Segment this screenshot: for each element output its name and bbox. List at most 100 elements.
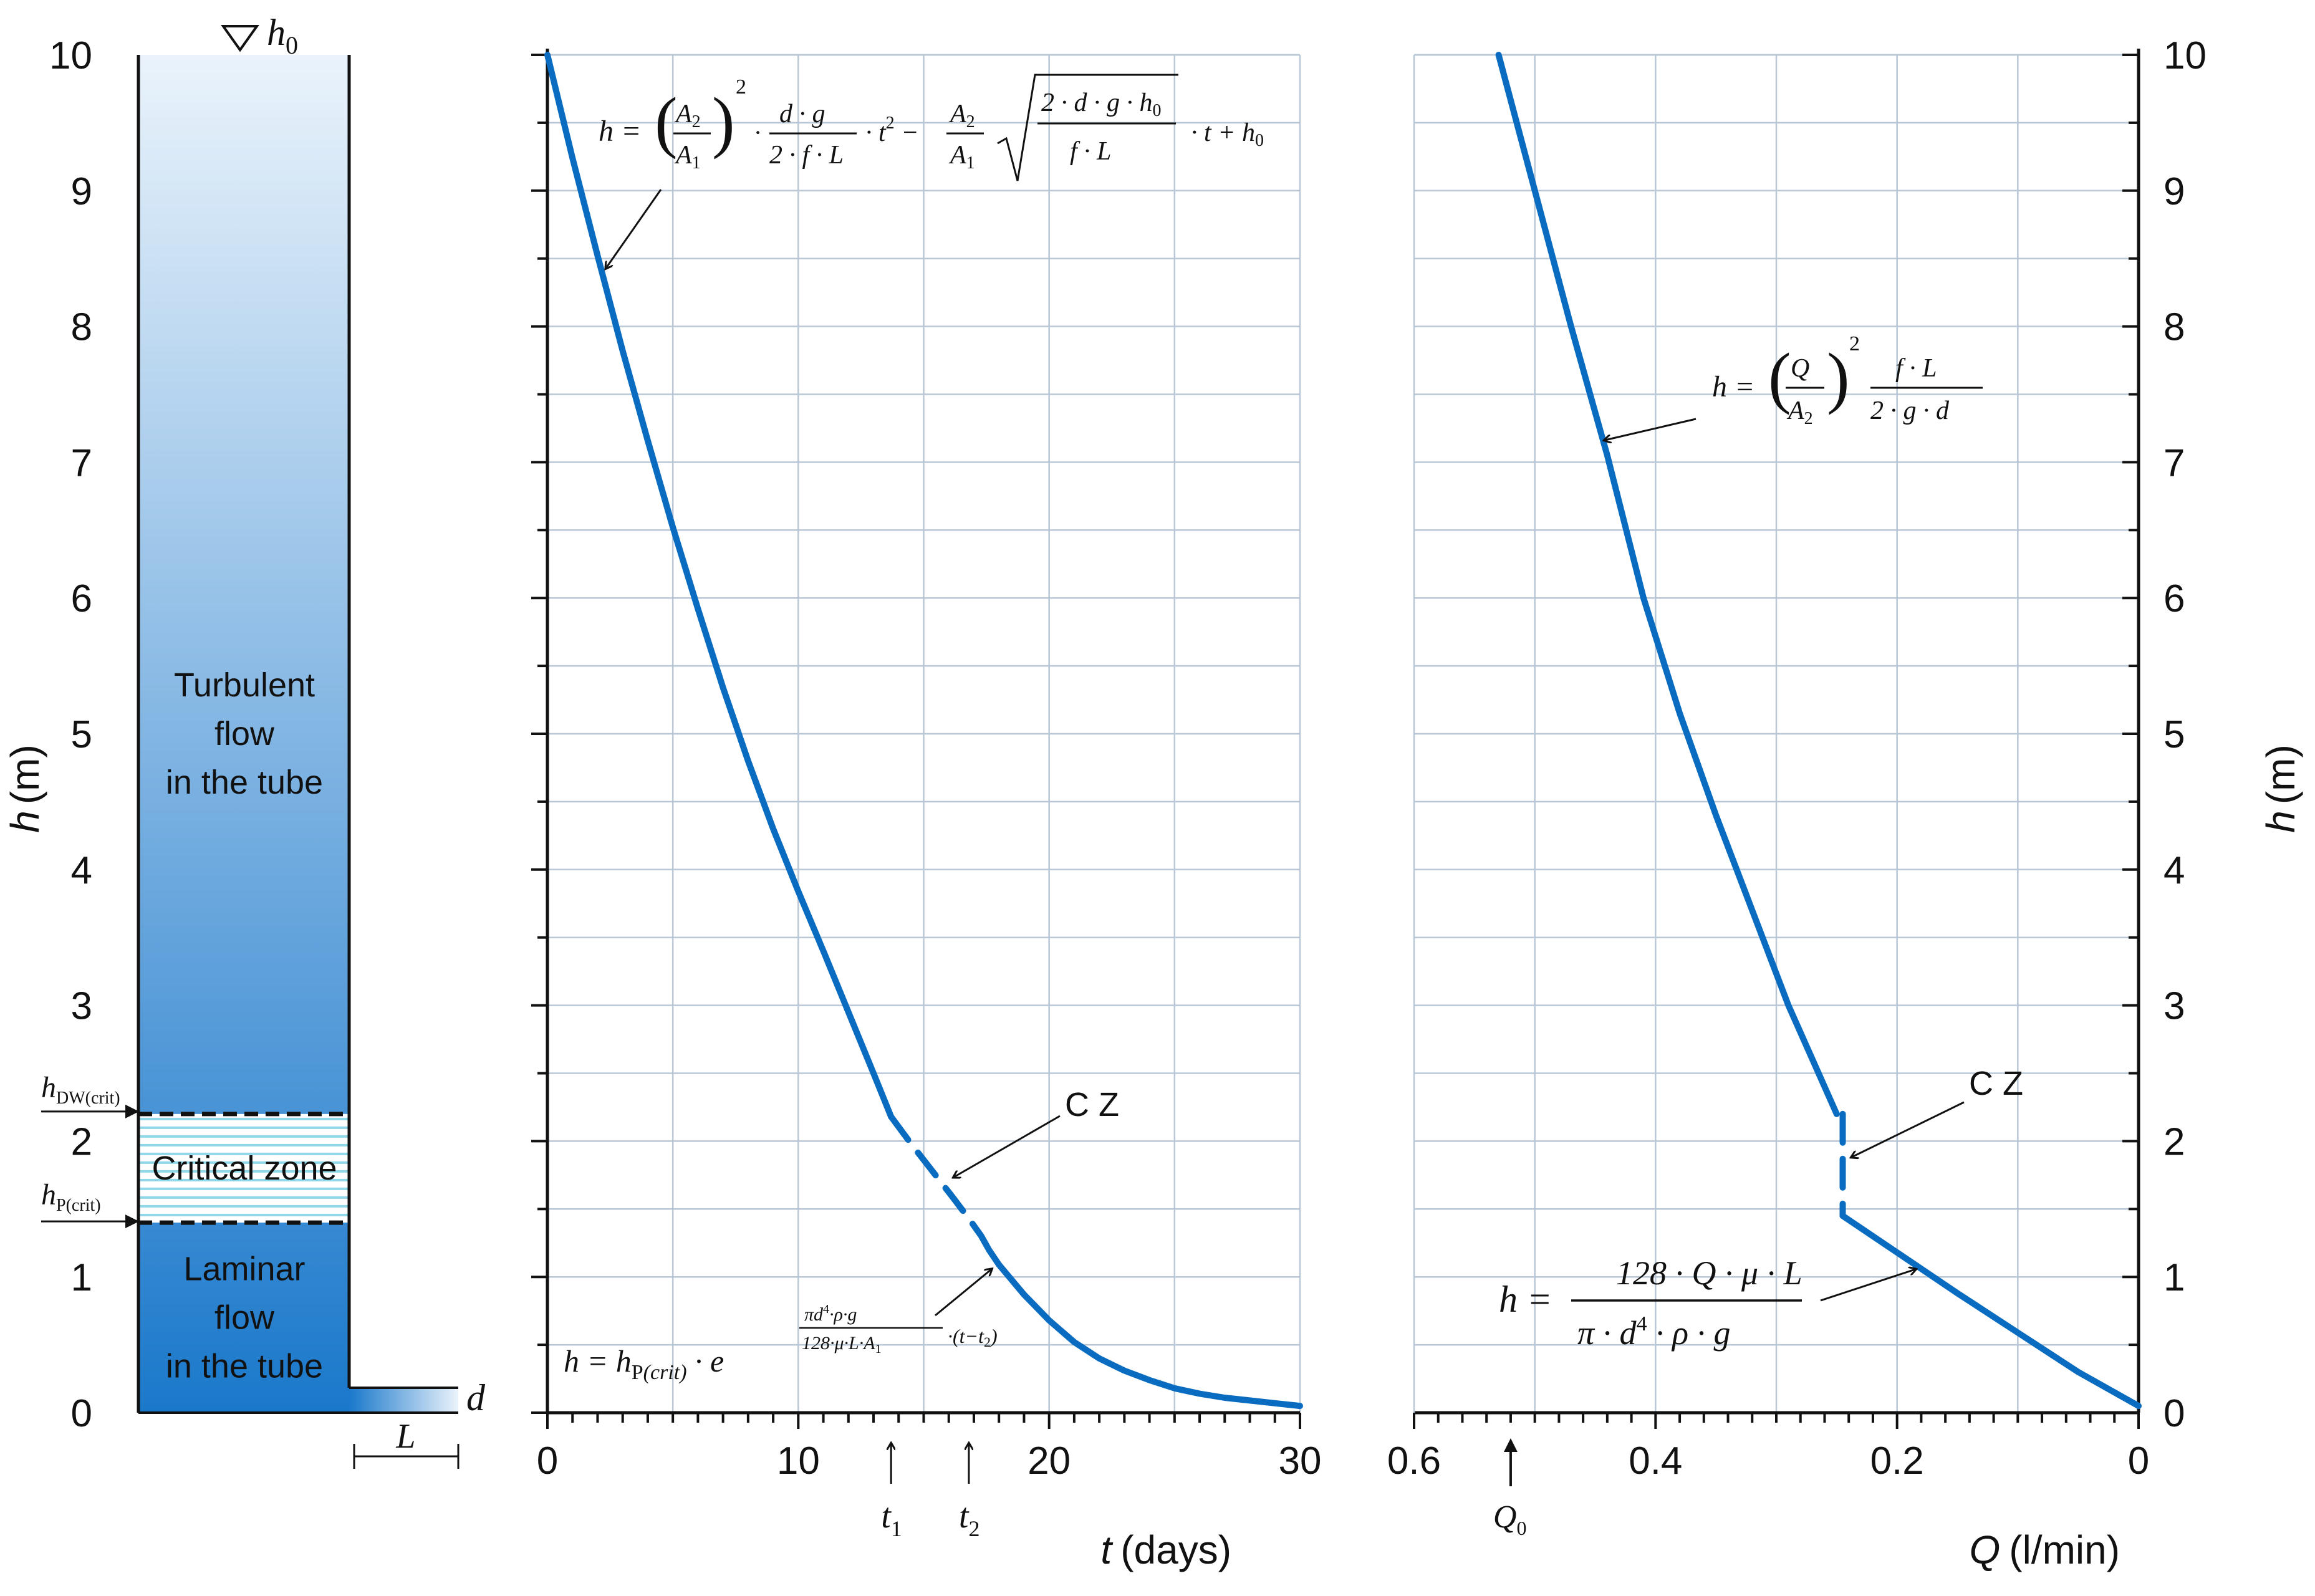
outflow-tube xyxy=(349,1388,458,1413)
x-tick-label: 0 xyxy=(537,1440,558,1483)
time-laminar-equation: h = hP(crit) · e πd4·ρ·g 128·μ·L·A1 ·(t−… xyxy=(564,1302,998,1384)
zone-label-turbulent: flow xyxy=(214,715,275,752)
time-laminar-arrow xyxy=(935,1269,991,1317)
left-y-tick-label: 8 xyxy=(71,306,92,349)
svg-text:128·μ·L·A1: 128·μ·L·A1 xyxy=(802,1333,882,1356)
x-tick-label: 10 xyxy=(777,1440,820,1483)
svg-text:d · g: d · g xyxy=(779,100,825,128)
svg-text:h = hP(crit) · e: h = hP(crit) · e xyxy=(564,1344,724,1384)
svg-text:π · d4 · ρ · g: π · d4 · ρ · g xyxy=(1577,1312,1730,1352)
time-marker-label: t2 xyxy=(959,1497,980,1541)
zone-label-laminar: flow xyxy=(214,1299,275,1337)
x-tick-label: 0.2 xyxy=(1870,1440,1924,1483)
svg-text:· t + h0: · t + h0 xyxy=(1191,118,1264,150)
time-chart-series xyxy=(544,52,1303,1410)
y-tick-label: 4 xyxy=(2163,849,2185,892)
svg-text:2: 2 xyxy=(736,75,746,99)
svg-text:128 · Q · μ · L: 128 · Q · μ · L xyxy=(1616,1254,1802,1292)
left-y-tick-label: 3 xyxy=(71,985,92,1028)
flow-x-axis-title: Q (l/min) xyxy=(1969,1527,2120,1572)
h0-label: h0 xyxy=(267,12,298,59)
svg-text:A2: A2 xyxy=(1786,397,1813,428)
y-tick-label: 3 xyxy=(2163,985,2185,1028)
y-tick-label: 7 xyxy=(2163,441,2185,484)
y-tick-label: 0 xyxy=(2163,1392,2185,1435)
left-y-tick-label: 4 xyxy=(71,849,92,892)
left-y-axis: 0 1 2 3 4 5 6 7 8 9 10 xyxy=(49,34,92,1435)
x-tick-label: 20 xyxy=(1028,1440,1071,1483)
y-tick-label: 10 xyxy=(2163,34,2207,77)
time-x-axis-title: t (days) xyxy=(1100,1527,1231,1572)
left-y-tick-label: 10 xyxy=(49,34,92,77)
time-chart: 0 10 20 30 t (days) h = ( A2 A1 ) 2 · d · g 2… xyxy=(531,49,1321,1572)
svg-text:f · L: f · L xyxy=(1070,137,1112,166)
left-y-tick-label: 7 xyxy=(71,441,92,484)
y-tick-label: 8 xyxy=(2163,306,2185,349)
svg-text:): ) xyxy=(1827,339,1850,415)
y-tick-label: 2 xyxy=(2163,1120,2185,1163)
zone-labels: Turbulent flow in the tube Critical zone Lam… xyxy=(152,666,337,1385)
time-cz-label: C Z xyxy=(1065,1086,1119,1123)
left-y-tick-label: 9 xyxy=(71,170,92,213)
svg-text:2 · f · L: 2 · f · L xyxy=(769,141,844,170)
hdw-crit-label: hDW(crit) xyxy=(41,1071,120,1108)
tube-diameter-label: d xyxy=(466,1377,486,1418)
svg-text:·: · xyxy=(754,118,761,147)
flow-laminar-arrow xyxy=(1820,1269,1915,1302)
time-chart-grid xyxy=(547,54,1301,1413)
left-y-tick-label: 0 xyxy=(71,1392,92,1435)
time-turbulent-arrow xyxy=(606,189,662,268)
svg-text:f · L: f · L xyxy=(1895,354,1937,383)
zone-label-laminar: Laminar xyxy=(183,1251,305,1288)
flow-cz-arrow xyxy=(1852,1101,1965,1157)
svg-text:h =: h = xyxy=(599,115,641,148)
svg-text:A2: A2 xyxy=(674,100,701,132)
svg-text:A1: A1 xyxy=(674,141,701,173)
svg-text:2: 2 xyxy=(1849,332,1860,355)
zone-label-turbulent: Turbulent xyxy=(174,666,315,704)
series-segment-solid xyxy=(1495,52,1840,1117)
flow-chart-series xyxy=(1495,52,2142,1410)
y-tick-label: 9 xyxy=(2163,170,2185,213)
x-tick-label: 0.4 xyxy=(1629,1440,1682,1483)
series-segment-solid xyxy=(986,1246,1303,1410)
svg-text:(: ( xyxy=(1768,339,1791,415)
y-tick-label: 6 xyxy=(2163,577,2185,620)
left-y-tick-label: 2 xyxy=(71,1120,92,1163)
x-tick-label: 0 xyxy=(2128,1440,2149,1483)
water-level-triangle-icon xyxy=(221,25,259,52)
flow-turbulent-arrow xyxy=(1605,418,1697,440)
svg-text:A1: A1 xyxy=(948,141,975,173)
y-tick-label: 1 xyxy=(2163,1256,2185,1299)
flow-laminar-equation: h = 128 · Q · μ · L π · d4 · ρ · g xyxy=(1499,1254,1802,1352)
left-y-axis-title: h(m) xyxy=(2,744,47,833)
zone-label-turbulent: in the tube xyxy=(166,764,323,801)
svg-text:· t2 −: · t2 − xyxy=(865,113,919,147)
svg-text:πd4·ρ·g: πd4·ρ·g xyxy=(804,1302,857,1325)
flow-y-axis-title: h(m) xyxy=(2258,744,2303,833)
time-markers: t1 t2 xyxy=(881,1444,979,1541)
series-segment-solid xyxy=(544,52,895,1120)
flow-chart-grid xyxy=(1414,54,2140,1413)
flow-turbulent-equation: h = ( Q A2 ) 2 f · L 2 · g · d xyxy=(1712,332,1983,428)
svg-text:h =: h = xyxy=(1712,370,1754,403)
y-tick-label: 5 xyxy=(2163,713,2185,756)
svg-text:(: ( xyxy=(655,84,678,160)
svg-text:2 · g · d: 2 · g · d xyxy=(1870,397,1950,425)
hp-crit-label: hP(crit) xyxy=(41,1178,101,1215)
svg-text:A2: A2 xyxy=(948,100,975,132)
time-chart-axes: 0 10 20 30 t (days) xyxy=(531,49,1321,1572)
tube-length-label: L xyxy=(395,1417,415,1456)
left-y-tick-label: 6 xyxy=(71,577,92,620)
critical-zone-fill xyxy=(138,1113,349,1223)
series-segment-solid xyxy=(1839,1213,2142,1410)
time-turbulent-equation: h = ( A2 A1 ) 2 · d · g 2 · f · L · t2 −… xyxy=(599,74,1264,181)
time-marker-label: t1 xyxy=(881,1497,902,1541)
zone-label-critical: Critical zone xyxy=(152,1150,337,1187)
time-cz-arrow xyxy=(954,1115,1061,1177)
svg-text:2 · d · g · h0: 2 · d · g · h0 xyxy=(1041,89,1162,120)
series-segment-dashed xyxy=(888,1113,993,1253)
flow-chart-axes: 0.6 0.4 0.2 00 1 2 3 4 5 6 7 8 9 10 Q (l/min) h(m) xyxy=(1387,34,2303,1572)
x-tick-label: 0.6 xyxy=(1387,1440,1441,1483)
